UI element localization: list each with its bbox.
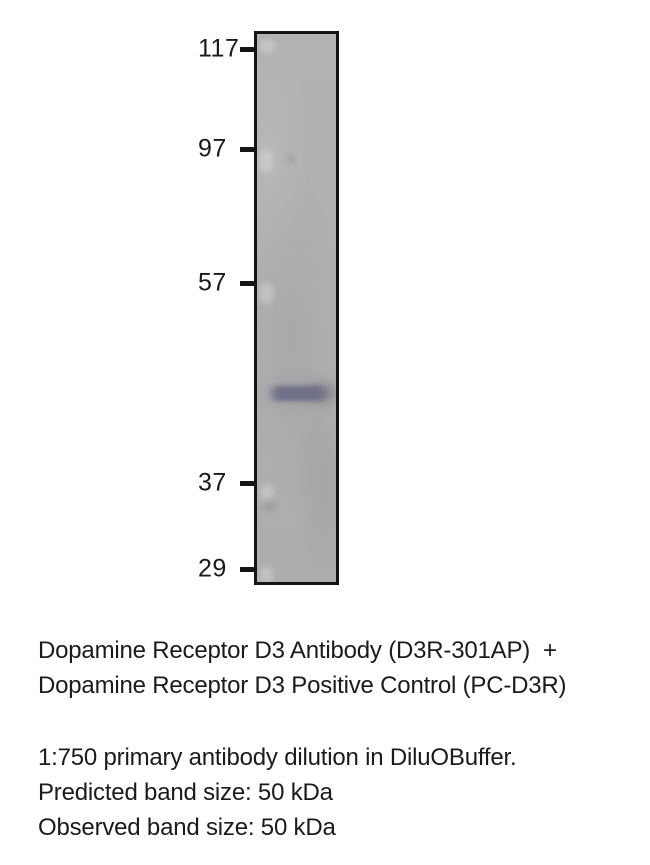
figure-caption: Dopamine Receptor D3 Antibody (D3R-301AP… bbox=[38, 633, 567, 703]
marker-label-57: 57 bbox=[198, 268, 227, 297]
caption-line-positive-control: Dopamine Receptor D3 Positive Control (P… bbox=[38, 672, 567, 699]
note-predicted-size: Predicted band size: 50 kDa bbox=[38, 779, 333, 806]
marker-label-37: 37 bbox=[198, 468, 227, 497]
experiment-notes: 1:750 primary antibody dilution in DiluO… bbox=[38, 740, 517, 845]
marker-label-117: 117 bbox=[198, 34, 240, 63]
caption-line-antibody: Dopamine Receptor D3 Antibody (D3R-301AP… bbox=[38, 637, 557, 664]
gel-speck bbox=[263, 498, 275, 511]
gel-smudge bbox=[259, 149, 273, 173]
marker-label-97: 97 bbox=[198, 134, 227, 163]
gel-smudge bbox=[259, 566, 273, 582]
gel-speck bbox=[287, 154, 294, 164]
gel-smudge bbox=[259, 39, 275, 53]
note-dilution: 1:750 primary antibody dilution in DiluO… bbox=[38, 744, 517, 771]
gel-lane bbox=[254, 31, 339, 585]
gel-smudge bbox=[259, 282, 274, 304]
note-observed-size: Observed band size: 50 kDa bbox=[38, 814, 336, 841]
protein-band-50kda bbox=[269, 386, 327, 401]
gel-smudge bbox=[260, 484, 274, 504]
marker-tick-37 bbox=[240, 481, 257, 486]
gel-surface bbox=[257, 34, 336, 582]
marker-tick-97 bbox=[240, 147, 257, 152]
marker-tick-57 bbox=[240, 281, 257, 286]
marker-tick-29 bbox=[240, 567, 257, 572]
marker-label-29: 29 bbox=[198, 554, 227, 583]
marker-tick-117 bbox=[240, 47, 257, 52]
